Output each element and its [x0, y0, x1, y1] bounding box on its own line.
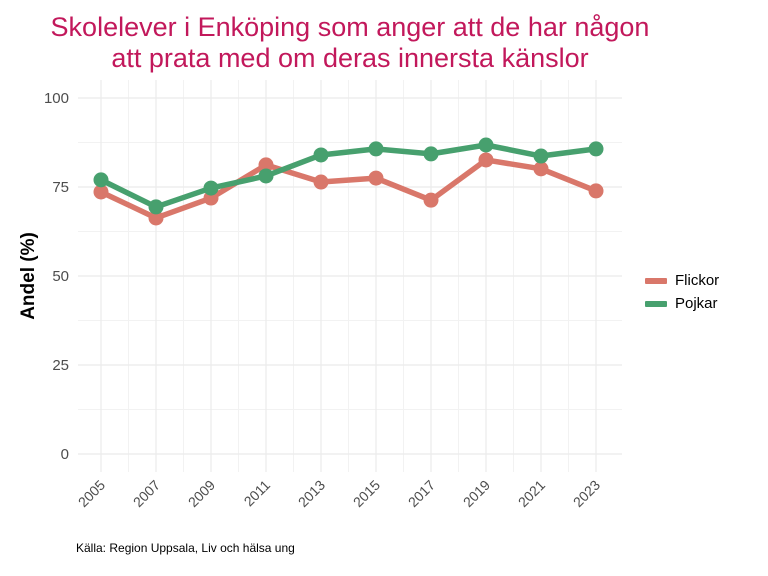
legend-label-pojkar: Pojkar: [675, 295, 718, 312]
y-axis-ticks: 0 25 50 75 100: [44, 90, 69, 463]
x-axis-ticks: 2005 2007 2009 2011 2013 2015 2017 2019 2021 2023: [75, 477, 603, 510]
y-tick-label: 25: [52, 357, 69, 374]
data-point-pojkar: [93, 172, 109, 188]
legend-label-flickor: Flickor: [675, 272, 720, 289]
x-tick-label: 2023: [570, 477, 603, 510]
chart-title: Skolelever i Enköping som anger att de h…: [0, 12, 700, 74]
source-caption: Källa: Region Uppsala, Liv och hälsa ung: [76, 541, 295, 555]
data-point-flickor: [148, 210, 164, 226]
chart-title-line-1: Skolelever i Enköping som anger att de h…: [50, 12, 650, 42]
data-point-flickor: [478, 152, 494, 168]
x-tick-label: 2009: [185, 477, 218, 510]
data-point-flickor: [368, 170, 384, 186]
series-line-pojkar: [98, 142, 599, 210]
x-tick-label: 2011: [241, 477, 274, 510]
x-tick-label: 2017: [405, 477, 438, 510]
data-point-flickor: [313, 174, 329, 190]
data-point-pojkar: [258, 168, 274, 184]
data-point-pojkar: [203, 180, 219, 196]
data-point-pojkar: [588, 141, 604, 157]
gridlines: [78, 80, 622, 472]
data-point-pojkar: [423, 146, 439, 162]
legend-key-flickor: [645, 277, 667, 284]
data-point-pojkar: [313, 147, 329, 163]
y-tick-label: 75: [52, 179, 69, 196]
legend: Flickor Pojkar: [645, 269, 719, 315]
data-point-flickor: [588, 183, 604, 199]
y-tick-label: 50: [52, 268, 69, 285]
x-tick-label: 2019: [460, 477, 493, 510]
x-tick-label: 2005: [75, 477, 108, 510]
y-tick-label: 0: [61, 446, 69, 463]
data-point-pojkar: [368, 141, 384, 157]
data-point-flickor: [423, 192, 439, 208]
x-tick-label: 2013: [295, 477, 328, 510]
x-tick-label: 2007: [130, 477, 163, 510]
chart-title-line-2: att prata med om deras innersta känslor: [111, 43, 589, 73]
data-point-pojkar: [148, 199, 164, 215]
y-tick-label: 100: [44, 90, 69, 107]
legend-key-pojkar: [645, 300, 667, 307]
data-point-pojkar: [478, 137, 494, 153]
legend-item-flickor[interactable]: Flickor: [645, 269, 719, 292]
data-point-flickor: [533, 161, 549, 177]
y-axis-label: Andel (%): [18, 232, 39, 320]
series-line-flickor: [98, 157, 599, 221]
data-point-flickor: [258, 157, 274, 173]
data-point-flickor: [93, 184, 109, 200]
legend-item-pojkar[interactable]: Pojkar: [645, 292, 719, 315]
x-tick-label: 2021: [515, 477, 548, 510]
series-lines: [98, 142, 599, 221]
data-point-pojkar: [533, 148, 549, 164]
series-points: [93, 137, 604, 226]
x-tick-label: 2015: [350, 477, 383, 510]
